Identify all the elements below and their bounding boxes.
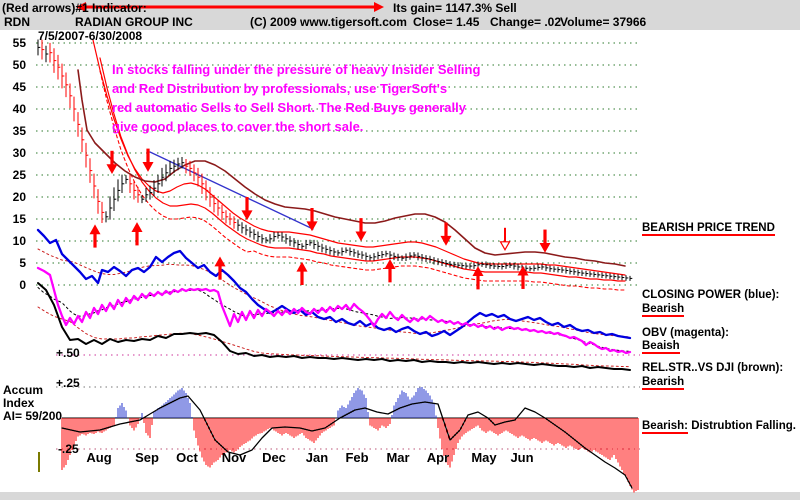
price-tick-label: 15 (12, 212, 26, 226)
header-bar (0, 0, 800, 30)
distribution-status-text: Bearish: (642, 420, 689, 434)
lower-band2-line (99, 70, 626, 291)
sell-arrow-icon-head (306, 221, 318, 232)
price-tick-label: 50 (12, 58, 26, 72)
month-label: Oct (176, 450, 198, 465)
price-tick-label: 35 (12, 124, 26, 138)
buy-arrow-icon-head (384, 259, 396, 269)
price-trend-text: BEARISH PRICE TREND (642, 222, 775, 236)
closing-power-status: Bearish (642, 303, 685, 317)
accum-label-line: Index (3, 396, 35, 410)
closing-power-ma-dotted (37, 248, 631, 338)
buy-arrow-icon-head (131, 222, 143, 232)
price-tick-label: 30 (12, 146, 26, 160)
price-tick-label: 25 (12, 168, 26, 182)
indicator-arrowhead-right (374, 2, 384, 12)
buy-arrow-icon-head (214, 256, 226, 267)
month-label: Aug (86, 450, 112, 465)
annotation-line: give good places to cover the short sale… (112, 119, 364, 134)
month-label: Jan (305, 450, 329, 465)
month-label: Sep (135, 450, 159, 465)
closing-power-label: CLOSING POWER (blue): (642, 289, 780, 301)
rel-str-ma-dotted (37, 306, 631, 368)
obv-status-text: Beaish (642, 340, 680, 354)
gain-label: Its gain= 1147.3% Sell (393, 1, 517, 15)
indicator-arrowhead-left (76, 2, 86, 12)
obv-line (36, 266, 632, 355)
month-label: May (471, 450, 497, 465)
month-label: Feb (345, 450, 369, 465)
sell-arrow-icon-head (142, 162, 154, 172)
price-tick-label: 40 (12, 102, 26, 116)
accum-index-value: AI= 59/200 (3, 409, 63, 423)
accum-label-line: Accum (3, 383, 44, 397)
rel-str-status: Bearish (642, 376, 685, 390)
sell-arrow-icon-head (499, 241, 511, 252)
buy-arrow-icon-head (296, 261, 308, 272)
lower-tick-label: -.25 (58, 442, 79, 456)
close-value: Close= 1.45 (413, 15, 480, 29)
month-label: Jun (510, 450, 534, 465)
obv-label: OBV (magenta): (642, 327, 729, 339)
price-tick-label: 45 (12, 80, 26, 94)
sell-arrow-icon-head (355, 231, 367, 242)
lower-tick-label: +.50 (56, 346, 80, 360)
buy-arrow-icon-head (89, 224, 101, 235)
company-name: RADIAN GROUP INC (75, 15, 193, 29)
volume-value: Volume= 37966 (560, 15, 647, 29)
month-label: Nov (221, 450, 247, 465)
bottom-bar (0, 492, 800, 500)
annotation-text: In stocks falling under the pressure of … (112, 60, 480, 136)
lower-tick-label: +.25 (56, 376, 80, 390)
trendline (149, 151, 314, 230)
sell-arrow-icon-head (106, 164, 118, 175)
date-range: 7/5/2007-6/30/2008 (38, 29, 143, 43)
closing-power-line (36, 228, 632, 340)
change-value: Change= .02 (490, 15, 562, 29)
annotation-line: and Red Distribution by professionals, u… (112, 81, 448, 96)
price-tick-label: 5 (19, 256, 26, 270)
price-trend-status: BEARISH PRICE TREND (642, 222, 775, 236)
rel-str-label: REL.STR..VS DJI (brown): (642, 362, 784, 374)
price-tick-label: 10 (12, 234, 26, 248)
rel-str-status-text: Bearish (642, 376, 685, 390)
month-label: Dec (262, 450, 286, 465)
price-tick-label: 0 (19, 278, 26, 292)
price-tick-label: 55 (12, 36, 26, 50)
indicator-label: (Red arrows)#1 Indicator: (2, 1, 147, 15)
lower-band-line (99, 57, 626, 282)
sell-arrow-icon-head (539, 242, 551, 253)
accum-index-line (61, 395, 633, 489)
closing-power-status-text: Bearish (642, 303, 685, 317)
annotation-line: In stocks falling under the pressure of … (112, 62, 481, 77)
month-label: Mar (386, 450, 410, 465)
month-label: Apr (426, 450, 450, 465)
sell-arrow-icon-head (241, 210, 253, 221)
copyright-label: (C) 2009 www.tigersoft.com (250, 15, 407, 29)
distribution-status: Bearish: Distrubtion Falling. (642, 420, 796, 434)
mid-band-line (92, 39, 626, 276)
annotation-line: red automatic Sells to Sell Short. The R… (112, 100, 466, 115)
ticker-symbol: RDN (4, 15, 30, 29)
distribution-note-text: Distrubtion Falling. (688, 420, 796, 432)
price-tick-label: 20 (12, 190, 26, 204)
rel-str-line (37, 282, 631, 371)
obv-status: Beaish (642, 340, 680, 354)
